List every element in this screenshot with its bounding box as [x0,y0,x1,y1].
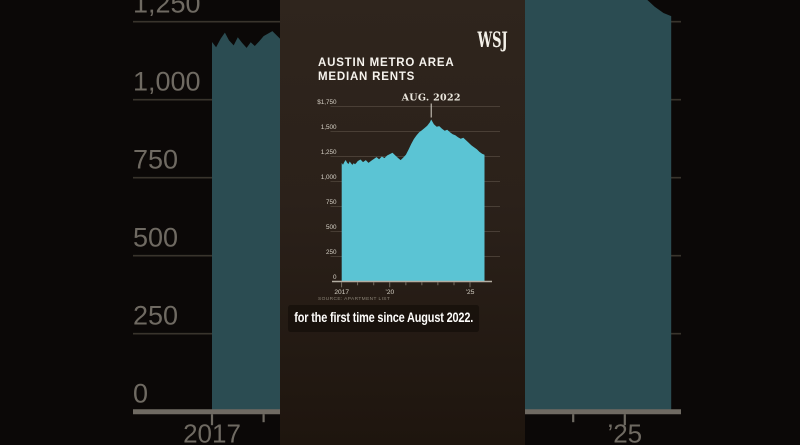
video-caption-text: for the first time since August 2022. [294,309,474,325]
annotation-label: AUG. 2022 [401,93,461,104]
svg-text:250: 250 [133,301,178,331]
svg-text:2017: 2017 [334,289,349,296]
median-rent-area-series-main [341,119,485,282]
chart-title-line2: MEDIAN RENTS [318,70,416,83]
svg-text:1,250: 1,250 [321,149,337,156]
svg-text:1,000: 1,000 [321,174,337,181]
x-axis-labels-main: 2017 ’20 ’25 [334,289,474,296]
y-axis-labels-main: $1,750 1,500 1,250 1,000 750 500 250 0 [317,99,337,281]
svg-text:’25: ’25 [607,419,642,445]
svg-text:0: 0 [333,274,337,281]
svg-text:1,000: 1,000 [133,67,201,97]
video-caption: for the first time since August 2022. [288,305,480,332]
median-rents-area-chart: $1,750 1,500 1,250 1,000 750 500 250 0 2017 ’20 ’2… [317,93,500,302]
svg-text:500: 500 [133,223,178,253]
svg-text:’25: ’25 [466,289,475,296]
svg-text:$1,750: $1,750 [317,99,337,106]
svg-text:250: 250 [326,249,337,256]
svg-text:750: 750 [326,199,337,206]
svg-text:2017: 2017 [183,419,241,445]
svg-text:’20: ’20 [385,289,394,296]
chart-title-line1: AUSTIN METRO AREA [318,57,455,69]
svg-text:1,250: 1,250 [133,0,201,19]
wsj-logo-text: WSJ [477,27,508,52]
svg-text:0: 0 [133,379,148,409]
svg-text:1,500: 1,500 [321,124,337,131]
wsj-logo: WSJ [478,29,508,50]
chart-title: AUSTIN METRO AREA MEDIAN RENTS [318,57,454,84]
x-axis-ticks-main [341,282,471,288]
video-panel[interactable]: WSJ AUSTIN METRO AREA MEDIAN RENTS $1,75… [280,0,525,445]
source-credit: SOURCE: APARTMENT LIST [318,296,390,302]
svg-text:750: 750 [133,145,178,175]
svg-text:500: 500 [326,224,337,231]
